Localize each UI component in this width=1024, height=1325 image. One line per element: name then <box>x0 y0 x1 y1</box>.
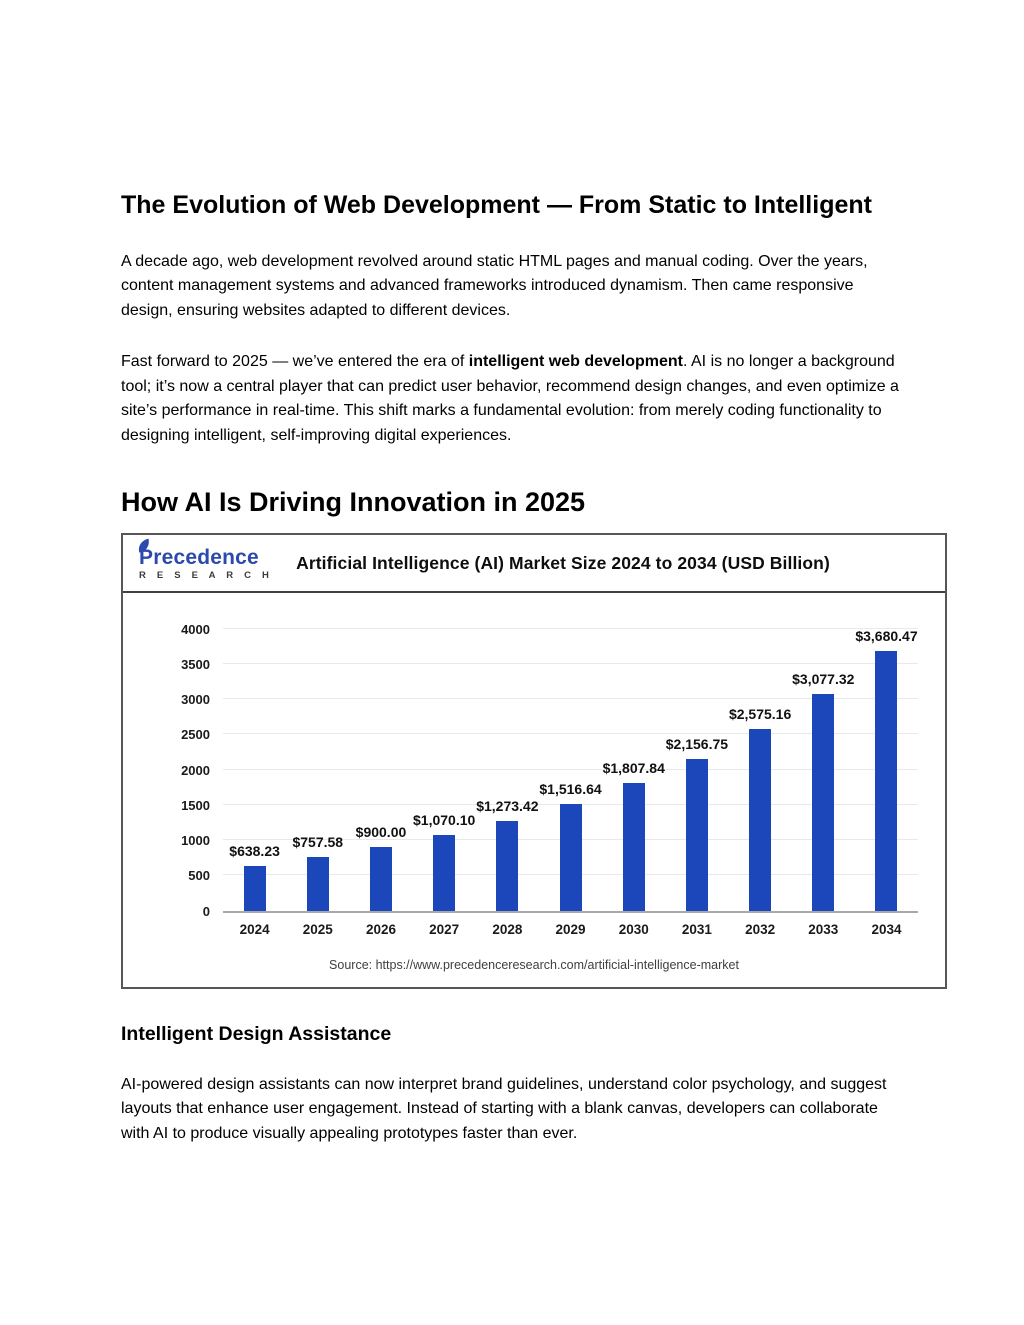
bar-slot-2029: $1,516.64 <box>539 631 602 911</box>
logo-wordmark: Precedence <box>139 546 259 570</box>
ai-market-chart-figure: Precedence R E S E A R C H Artificial In… <box>121 533 947 989</box>
bar-2028 <box>496 820 519 911</box>
paragraph-2-text-start: Fast forward to 2025 — we’ve entered the… <box>121 353 469 371</box>
x-axis-label-2033: 2033 <box>808 921 839 937</box>
bar-slot-2026: $900.00 <box>349 631 412 911</box>
bar-slot-2032: $2,575.16 <box>729 631 792 911</box>
y-axis-tick-2000: 2000 <box>181 762 210 778</box>
value-label-2034: $3,680.47 <box>855 628 918 645</box>
paragraph-design-assistants: AI-powered design assistants can now int… <box>121 1075 887 1142</box>
gridline-3500 <box>223 662 918 664</box>
value-label-2030: $1,807.84 <box>602 760 665 777</box>
bar-slot-2033: $3,077.32 <box>792 631 855 911</box>
value-label-2032: $2,575.16 <box>728 706 792 723</box>
value-label-2033: $3,077.32 <box>792 670 855 687</box>
gridline-2000 <box>223 768 918 770</box>
x-axis-label-2034: 2034 <box>871 921 902 937</box>
bar-2026 <box>369 847 392 911</box>
x-axis-label-2026: 2026 <box>365 921 396 937</box>
paragraph-fast-forward: Fast forward to 2025 — we’ve entered the… <box>121 350 900 448</box>
bar-slot-2025: $757.58 <box>286 631 349 911</box>
x-axis-label-2027: 2027 <box>429 921 460 937</box>
subsection-title-design-assistance: Intelligent Design Assistance <box>121 1022 392 1045</box>
precedence-research-logo: Precedence R E S E A R C H <box>138 538 274 582</box>
bar-2033 <box>812 693 835 911</box>
paragraph-intro: A decade ago, web development revolved a… <box>121 252 868 319</box>
page-title: The Evolution of Web Development — From … <box>121 191 872 219</box>
paragraph-2-bold-phrase: intelligent web development <box>468 353 683 371</box>
x-axis-labels: 2024 2025 2026 2027 2028 2029 2030 2031 2032 2033… <box>223 922 918 937</box>
bar-slot-2034: $3,680.47 <box>855 628 918 911</box>
y-axis-tick-0: 0 <box>202 903 210 919</box>
x-axis-label-2031: 2031 <box>681 921 712 937</box>
bar-2029 <box>559 803 582 911</box>
chart-source: Source: https://www.precedenceresearch.c… <box>329 957 739 972</box>
value-label-2024: $638.23 <box>229 842 280 859</box>
x-axis-label-2028: 2028 <box>492 921 523 937</box>
gridline-2500 <box>223 733 918 735</box>
leaf-icon <box>138 538 149 553</box>
value-label-2025: $757.58 <box>292 834 344 851</box>
y-axis-tick-500: 500 <box>188 868 210 884</box>
value-label-2029: $1,516.64 <box>539 780 602 797</box>
bar-slot-2024: $638.23 <box>223 631 286 911</box>
chart-title: Artificial Intelligence (AI) Market Size… <box>296 553 830 574</box>
value-label-2031: $2,156.75 <box>665 735 729 752</box>
bar-2032 <box>749 729 772 911</box>
bars-container: $638.23 $757.58 $900.00 $1,070.10 $1,273.42 $… <box>223 628 918 911</box>
logo-subtitle: R E S E A R C H <box>139 570 274 582</box>
section-title-ai-innovation: How AI Is Driving Innovation in 2025 <box>121 487 586 518</box>
chart-header: Precedence R E S E A R C H Artificial In… <box>123 535 945 593</box>
y-axis-tick-4000: 4000 <box>181 621 210 637</box>
bar-2031 <box>685 758 708 911</box>
bar-slot-2027: $1,070.10 <box>413 631 476 911</box>
x-axis-label-2032: 2032 <box>745 921 776 937</box>
value-label-2028: $1,273.42 <box>476 797 539 814</box>
gridline-3000 <box>223 698 918 700</box>
bar-2034 <box>875 651 898 911</box>
y-axis-tick-1000: 1000 <box>181 833 210 849</box>
y-axis-tick-1500: 1500 <box>181 797 210 813</box>
bar-slot-2028: $1,273.42 <box>476 631 539 911</box>
gridline-4000 <box>223 627 918 629</box>
bar-2027 <box>433 835 456 911</box>
bar-slot-2030: $1,807.84 <box>602 631 665 911</box>
x-axis-label-2025: 2025 <box>302 921 333 937</box>
chart-body: 0 500 1000 1500 2000 2500 3000 3500 4000 $638.23 $… <box>123 622 945 972</box>
bar-slot-2031: $2,156.75 <box>665 631 728 911</box>
value-label-2026: $900.00 <box>355 824 407 841</box>
x-axis-label-2024: 2024 <box>239 921 270 937</box>
y-axis-tick-3000: 3000 <box>181 692 210 708</box>
y-axis-tick-2500: 2500 <box>181 727 210 743</box>
bar-2024 <box>243 865 266 911</box>
x-axis-label-2029: 2029 <box>555 921 586 937</box>
x-axis-label-2030: 2030 <box>618 921 649 937</box>
value-label-2027: $1,070.10 <box>413 812 476 829</box>
chart-plot-area: 0 500 1000 1500 2000 2500 3000 3500 4000 $638.23 $… <box>181 622 918 919</box>
document-page: The Evolution of Web Development — From … <box>121 191 947 1142</box>
bar-2025 <box>306 857 329 911</box>
bar-2030 <box>622 783 645 911</box>
y-axis-tick-3500: 3500 <box>181 656 210 672</box>
paragraph-2-text-end: . AI is no longer a background tool; it’… <box>121 353 899 444</box>
